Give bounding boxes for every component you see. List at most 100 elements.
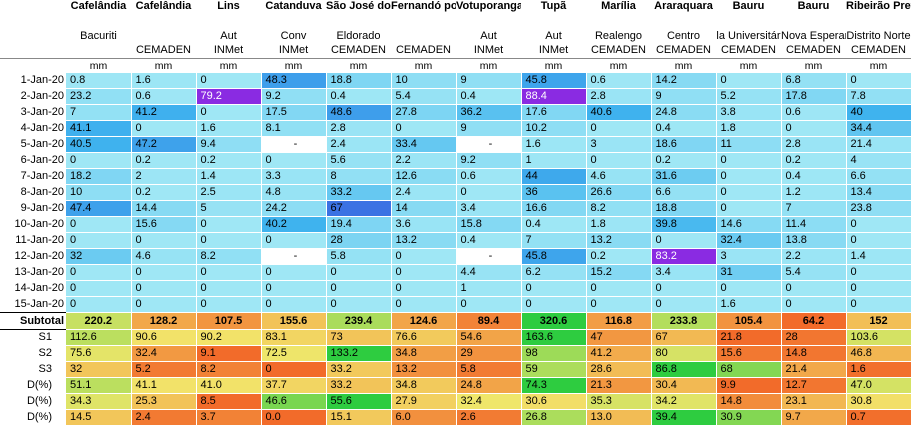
data-cell[interactable]: 13.2 bbox=[586, 232, 652, 249]
summary-cell[interactable]: 75.6 bbox=[66, 345, 132, 362]
data-cell[interactable]: 79.2 bbox=[196, 88, 262, 105]
data-cell[interactable]: 31 bbox=[716, 264, 782, 281]
summary-cell[interactable]: 13.2 bbox=[391, 361, 457, 378]
data-cell[interactable]: 9.2 bbox=[261, 88, 327, 105]
data-cell[interactable]: 27.8 bbox=[391, 104, 457, 121]
subtotal-cell[interactable]: 239.4 bbox=[326, 312, 392, 330]
summary-cell[interactable]: 47 bbox=[586, 329, 652, 346]
summary-cell[interactable]: 14.8 bbox=[716, 393, 782, 410]
data-cell[interactable]: 0 bbox=[66, 152, 132, 169]
data-cell[interactable]: 3.8 bbox=[716, 104, 782, 121]
data-cell[interactable]: 4.4 bbox=[456, 264, 522, 281]
summary-cell[interactable]: 90.2 bbox=[196, 329, 262, 346]
summary-cell[interactable]: 28 bbox=[781, 329, 847, 346]
data-cell[interactable]: 23.2 bbox=[66, 88, 132, 105]
data-cell[interactable]: 1.6 bbox=[716, 296, 782, 313]
data-cell[interactable]: 0 bbox=[196, 280, 262, 297]
summary-cell[interactable]: 3.7 bbox=[196, 409, 262, 426]
data-cell[interactable]: - bbox=[261, 136, 327, 153]
summary-cell[interactable]: 68 bbox=[716, 361, 782, 378]
summary-cell[interactable]: 103.6 bbox=[846, 329, 911, 346]
data-cell[interactable]: 4.6 bbox=[131, 248, 197, 265]
summary-cell[interactable]: 112.6 bbox=[66, 329, 132, 346]
data-cell[interactable]: 8.2 bbox=[196, 248, 262, 265]
summary-cell[interactable]: 25.3 bbox=[131, 393, 197, 410]
data-cell[interactable]: 26.6 bbox=[586, 184, 652, 201]
data-cell[interactable]: 7 bbox=[781, 200, 847, 217]
summary-cell[interactable]: 59 bbox=[521, 361, 587, 378]
data-cell[interactable]: 48.3 bbox=[261, 73, 327, 89]
data-cell[interactable]: 1.6 bbox=[196, 120, 262, 137]
summary-cell[interactable]: 32.4 bbox=[456, 393, 522, 410]
data-cell[interactable]: 0 bbox=[66, 232, 132, 249]
summary-cell[interactable]: 55.6 bbox=[326, 393, 392, 410]
data-cell[interactable]: 0 bbox=[521, 296, 587, 313]
summary-cell[interactable]: 74.3 bbox=[521, 377, 587, 394]
summary-cell[interactable]: 30.9 bbox=[716, 409, 782, 426]
data-cell[interactable]: 0 bbox=[846, 73, 911, 89]
summary-cell[interactable]: 28.6 bbox=[586, 361, 652, 378]
data-cell[interactable]: 0.4 bbox=[456, 88, 522, 105]
summary-cell[interactable]: 12.7 bbox=[781, 377, 847, 394]
data-cell[interactable]: 0 bbox=[586, 296, 652, 313]
data-cell[interactable]: 1.2 bbox=[781, 184, 847, 201]
data-cell[interactable]: 0 bbox=[391, 120, 457, 137]
data-cell[interactable]: 0.6 bbox=[131, 88, 197, 105]
summary-cell[interactable]: 9.9 bbox=[716, 377, 782, 394]
data-cell[interactable]: 0 bbox=[846, 232, 911, 249]
data-cell[interactable]: 83.2 bbox=[651, 248, 717, 265]
data-cell[interactable]: 28 bbox=[326, 232, 392, 249]
summary-cell[interactable]: 46.6 bbox=[261, 393, 327, 410]
data-cell[interactable]: 15.8 bbox=[456, 216, 522, 233]
summary-cell[interactable]: 37.7 bbox=[261, 377, 327, 394]
data-cell[interactable]: 0 bbox=[131, 296, 197, 313]
data-cell[interactable]: 13.4 bbox=[846, 184, 911, 201]
data-cell[interactable]: 5.8 bbox=[326, 248, 392, 265]
data-cell[interactable]: 40.2 bbox=[261, 216, 327, 233]
summary-cell[interactable]: 14.8 bbox=[781, 345, 847, 362]
data-cell[interactable]: 4.8 bbox=[261, 184, 327, 201]
data-cell[interactable]: 0 bbox=[391, 264, 457, 281]
data-cell[interactable]: 0.6 bbox=[456, 168, 522, 185]
data-cell[interactable]: 1.4 bbox=[846, 248, 911, 265]
summary-cell[interactable]: 67 bbox=[651, 329, 717, 346]
data-cell[interactable]: 0 bbox=[196, 264, 262, 281]
data-cell[interactable]: 1.6 bbox=[521, 136, 587, 153]
data-cell[interactable]: 0.6 bbox=[586, 73, 652, 89]
data-cell[interactable]: 0 bbox=[66, 216, 132, 233]
data-cell[interactable]: 24.8 bbox=[651, 104, 717, 121]
data-cell[interactable]: 0 bbox=[261, 280, 327, 297]
data-cell[interactable]: 1 bbox=[456, 280, 522, 297]
data-cell[interactable]: 41.2 bbox=[131, 104, 197, 121]
data-cell[interactable]: 0 bbox=[196, 104, 262, 121]
data-cell[interactable]: 6.2 bbox=[521, 264, 587, 281]
data-cell[interactable]: 1 bbox=[521, 152, 587, 169]
data-cell[interactable]: 0 bbox=[131, 120, 197, 137]
data-cell[interactable]: 88.4 bbox=[521, 88, 587, 105]
subtotal-cell[interactable]: 233.8 bbox=[651, 312, 717, 330]
data-cell[interactable]: 14.6 bbox=[716, 216, 782, 233]
data-cell[interactable]: 1.6 bbox=[131, 73, 197, 89]
data-cell[interactable]: 5.4 bbox=[391, 88, 457, 105]
summary-cell[interactable]: 9.7 bbox=[781, 409, 847, 426]
summary-cell[interactable]: 30.8 bbox=[846, 393, 911, 410]
data-cell[interactable]: 2.5 bbox=[196, 184, 262, 201]
data-cell[interactable]: 2.2 bbox=[781, 248, 847, 265]
data-cell[interactable]: 0 bbox=[651, 232, 717, 249]
data-cell[interactable]: 0 bbox=[261, 232, 327, 249]
data-cell[interactable]: 0 bbox=[391, 248, 457, 265]
data-cell[interactable]: 0 bbox=[651, 296, 717, 313]
data-cell[interactable]: 2.4 bbox=[326, 136, 392, 153]
data-cell[interactable]: 32.4 bbox=[716, 232, 782, 249]
subtotal-cell[interactable]: 116.8 bbox=[586, 312, 652, 330]
data-cell[interactable]: 0 bbox=[196, 232, 262, 249]
data-cell[interactable]: 4 bbox=[846, 152, 911, 169]
data-cell[interactable]: 0 bbox=[716, 280, 782, 297]
summary-cell[interactable]: 30.4 bbox=[651, 377, 717, 394]
summary-cell[interactable]: 133.2 bbox=[326, 345, 392, 362]
summary-cell[interactable]: 73 bbox=[326, 329, 392, 346]
summary-cell[interactable]: 47.0 bbox=[846, 377, 911, 394]
data-cell[interactable]: 31.6 bbox=[651, 168, 717, 185]
data-cell[interactable]: 0 bbox=[261, 296, 327, 313]
summary-cell[interactable]: 8.2 bbox=[196, 361, 262, 378]
